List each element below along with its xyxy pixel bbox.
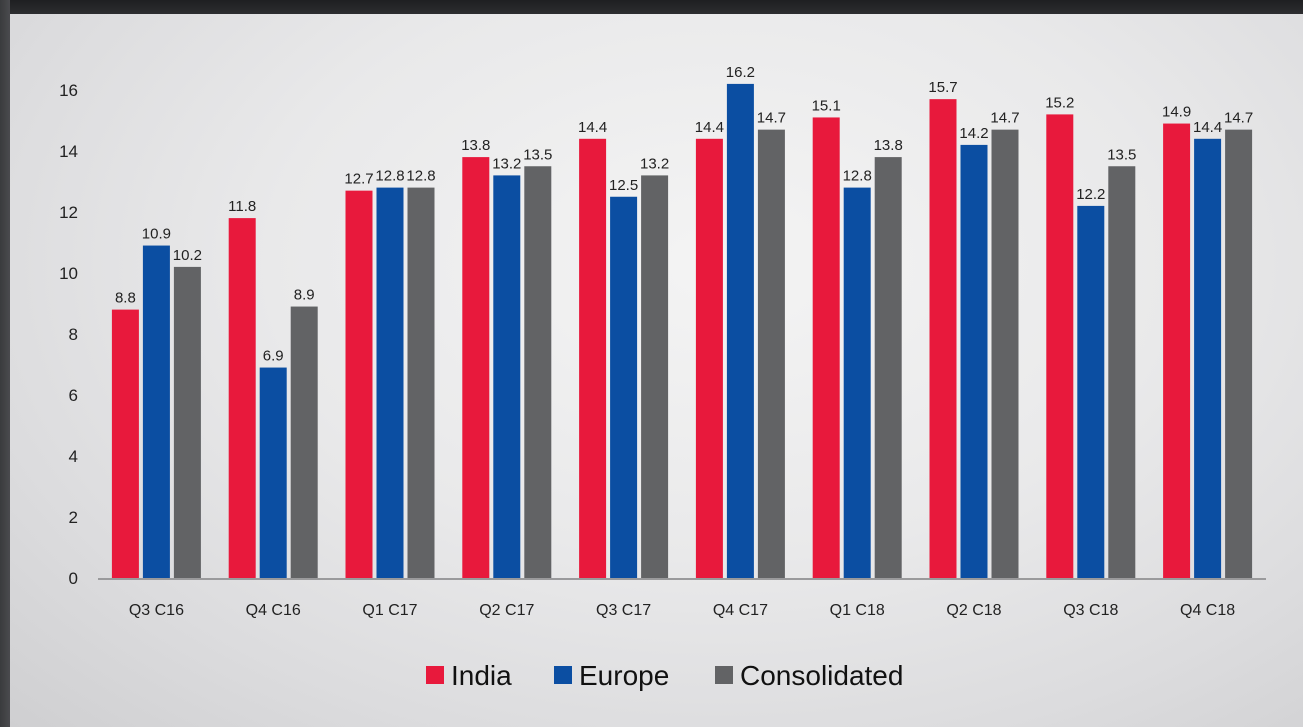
data-label: 13.2 (640, 155, 669, 172)
bar-europe (843, 187, 871, 578)
bar-india (695, 138, 723, 579)
bar-india (345, 190, 373, 578)
y-tick-label: 4 (69, 447, 78, 466)
bar-consolidated (874, 157, 902, 578)
bar-india (228, 218, 256, 578)
legend-label-europe: Europe (579, 660, 669, 691)
y-tick-label: 0 (69, 569, 78, 588)
legend-swatch-consolidated (715, 666, 733, 684)
x-tick-label: Q2 C18 (946, 602, 1001, 619)
x-tick-label: Q2 C17 (479, 602, 534, 619)
data-label: 15.7 (928, 79, 957, 96)
bar-india (812, 117, 840, 578)
bars (111, 83, 1253, 579)
data-label: 14.9 (1162, 104, 1191, 121)
x-tick-label: Q3 C17 (596, 602, 651, 619)
x-tick-label: Q4 C18 (1180, 602, 1235, 619)
data-label: 15.1 (812, 97, 841, 114)
bar-europe (726, 83, 754, 579)
legend: India Europe Consolidated (426, 660, 903, 691)
bar-europe (259, 367, 287, 578)
bar-consolidated (641, 175, 669, 578)
y-tick-label: 12 (59, 203, 78, 222)
data-label: 14.7 (757, 110, 786, 127)
bar-india (111, 309, 139, 578)
bar-india (579, 138, 607, 579)
data-label: 13.5 (523, 146, 552, 163)
data-label: 8.8 (115, 290, 136, 307)
data-label: 11.8 (228, 198, 256, 215)
y-tick-label: 16 (59, 81, 78, 100)
x-tick-label: Q4 C16 (246, 602, 301, 619)
bar-europe (493, 175, 521, 578)
data-label: 12.7 (344, 171, 373, 188)
data-label: 10.2 (173, 247, 202, 264)
chart-panel: 0 2 4 6 8 10 12 14 16 Q3 C16 Q4 C16 Q1 C17 Q2 C17 Q3… (10, 14, 1303, 727)
data-label: 14.4 (1193, 119, 1222, 136)
legend-label-consolidated: Consolidated (740, 660, 903, 691)
y-tick-label: 6 (69, 386, 78, 405)
y-axis: 0 2 4 6 8 10 12 14 16 (59, 81, 78, 588)
bar-consolidated (991, 129, 1019, 578)
x-tick-label: Q1 C17 (362, 602, 417, 619)
data-label: 13.8 (461, 137, 490, 154)
x-axis: Q3 C16 Q4 C16 Q1 C17 Q2 C17 Q3 C17 Q4 C17 Q1 C… (98, 578, 1266, 619)
bar-europe (1077, 205, 1105, 578)
data-label: 12.8 (375, 168, 404, 185)
data-label: 14.4 (695, 119, 724, 136)
bar-india (929, 99, 957, 579)
bar-europe (960, 144, 988, 578)
data-label: 8.9 (294, 287, 315, 304)
bar-consolidated (407, 187, 435, 578)
legend-label-india: India (451, 660, 512, 691)
y-tick-label: 10 (59, 264, 78, 283)
data-label: 13.2 (492, 155, 521, 172)
data-label: 15.2 (1045, 94, 1074, 111)
x-tick-label: Q4 C17 (713, 602, 768, 619)
bar-consolidated (173, 266, 201, 578)
legend-swatch-india (426, 666, 444, 684)
bar-europe (142, 245, 170, 579)
data-label: 12.8 (406, 168, 435, 185)
bar-consolidated (290, 306, 318, 578)
data-label: 13.8 (874, 137, 903, 154)
data-label: 13.5 (1107, 146, 1136, 163)
bar-consolidated (757, 129, 785, 578)
data-label: 12.2 (1076, 186, 1105, 203)
data-label: 14.2 (959, 125, 988, 142)
bar-europe (376, 187, 404, 578)
data-label: 14.7 (990, 110, 1019, 127)
data-label: 16.2 (726, 64, 755, 81)
bar-consolidated (1108, 166, 1136, 578)
bar-india (1163, 123, 1191, 579)
data-label: 12.8 (843, 168, 872, 185)
data-label: 6.9 (263, 348, 284, 365)
y-tick-label: 14 (59, 142, 78, 161)
x-tick-label: Q3 C16 (129, 602, 184, 619)
x-tick-label: Q3 C18 (1063, 602, 1118, 619)
y-tick-label: 2 (69, 508, 78, 527)
data-labels: 8.810.910.211.86.98.912.7 12.8 12.813.813.… (115, 64, 1253, 365)
data-label: 14.7 (1224, 110, 1253, 127)
bar-consolidated (1225, 129, 1253, 578)
data-label: 12.5 (609, 177, 638, 194)
data-label: 10.9 (142, 226, 171, 243)
legend-swatch-europe (554, 666, 572, 684)
bar-india (462, 157, 490, 578)
bar-europe (1194, 138, 1222, 579)
bar-india (1046, 114, 1074, 579)
y-tick-label: 8 (69, 325, 78, 344)
data-label: 14.4 (578, 119, 607, 136)
x-tick-label: Q1 C18 (830, 602, 885, 619)
bar-consolidated (524, 166, 552, 578)
bar-europe (610, 196, 638, 578)
